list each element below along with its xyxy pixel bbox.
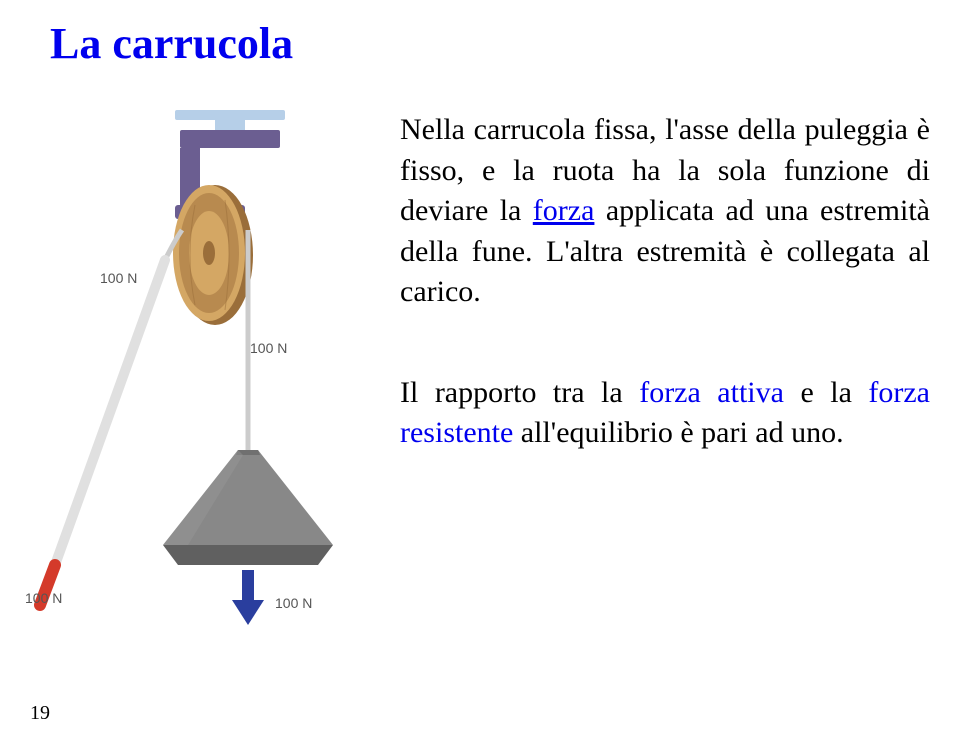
forza-link[interactable]: forza (533, 194, 595, 227)
page-number: 19 (30, 702, 50, 725)
force-label-top-right: 100 N (250, 340, 287, 356)
pulley-diagram: 100 N 100 N 100 N 100 N (20, 110, 380, 630)
paragraph-2: Il rapporto tra la forza attiva e la for… (400, 373, 930, 454)
p2-t1: Il rapporto tra la (400, 376, 639, 409)
p2-t3: e la (784, 376, 868, 409)
page-title: La carrucola (50, 18, 293, 69)
forza-attiva: forza attiva (639, 376, 784, 409)
force-label-bottom-left: 100 N (25, 590, 62, 606)
paragraph-1: Nella carrucola fissa, l'asse della pule… (400, 110, 930, 313)
force-label-top-left: 100 N (100, 270, 137, 286)
pulley-svg (20, 110, 380, 630)
body-text: Nella carrucola fissa, l'asse della pule… (400, 110, 930, 454)
p2-t5: all'equilibrio è pari ad uno. (513, 416, 843, 449)
force-label-bottom-right: 100 N (275, 595, 312, 611)
